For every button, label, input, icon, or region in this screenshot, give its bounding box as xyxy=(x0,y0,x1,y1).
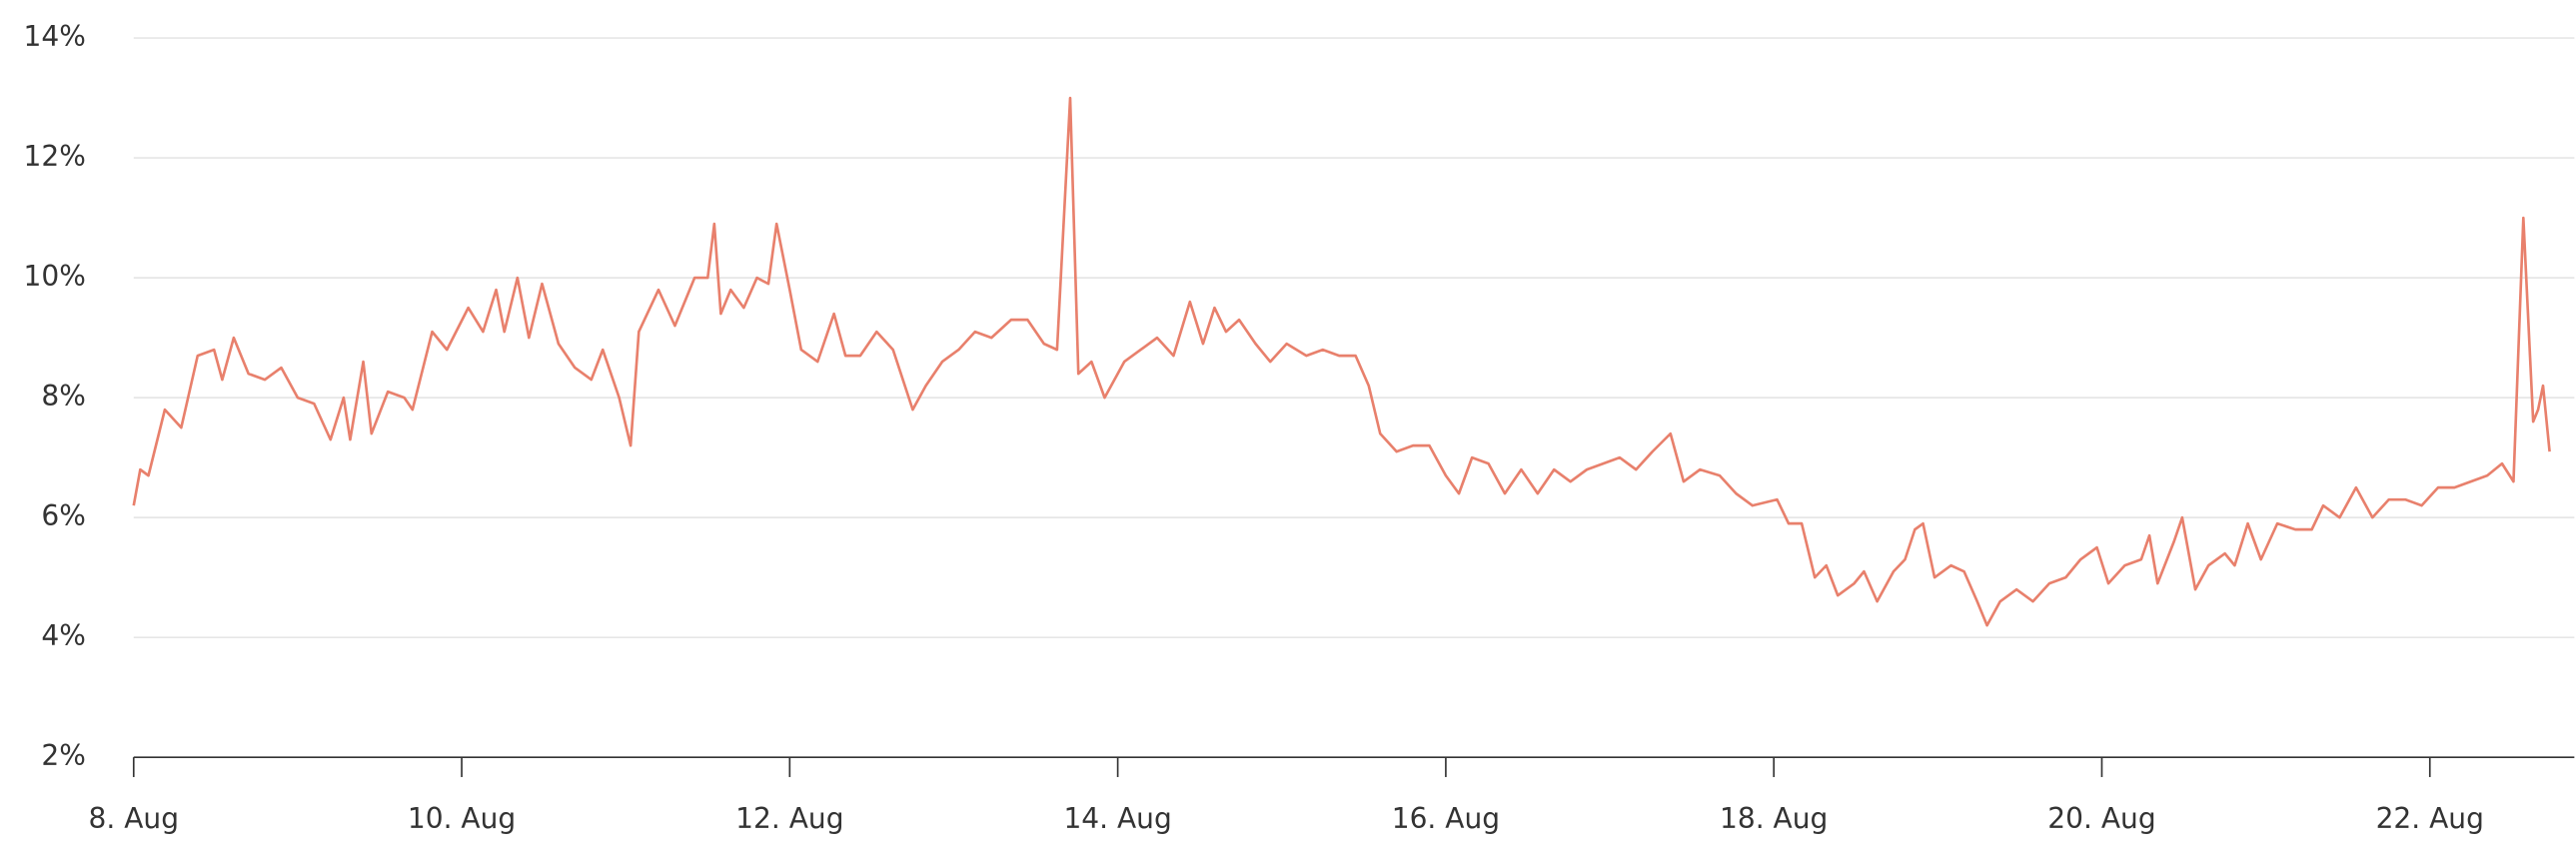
y-tick-label: 12% xyxy=(24,140,86,173)
x-tick-label: 14. Aug xyxy=(1063,802,1171,835)
x-tick-label: 16. Aug xyxy=(1392,802,1500,835)
y-tick-label: 8% xyxy=(41,380,86,413)
y-tick-label: 6% xyxy=(41,499,86,532)
y-tick-label: 2% xyxy=(41,739,86,772)
x-tick-label: 18. Aug xyxy=(1720,802,1828,835)
x-tick-label: 8. Aug xyxy=(89,802,180,835)
data-line xyxy=(132,96,2551,627)
x-tick-label: 22. Aug xyxy=(2376,802,2484,835)
y-tick-label: 14% xyxy=(24,20,86,53)
x-tick-label: 20. Aug xyxy=(2047,802,2155,835)
x-tick-label: 10. Aug xyxy=(408,802,516,835)
y-tick-label: 4% xyxy=(41,619,86,652)
y-tick-label: 10% xyxy=(24,260,86,293)
x-tick-label: 12. Aug xyxy=(735,802,843,835)
